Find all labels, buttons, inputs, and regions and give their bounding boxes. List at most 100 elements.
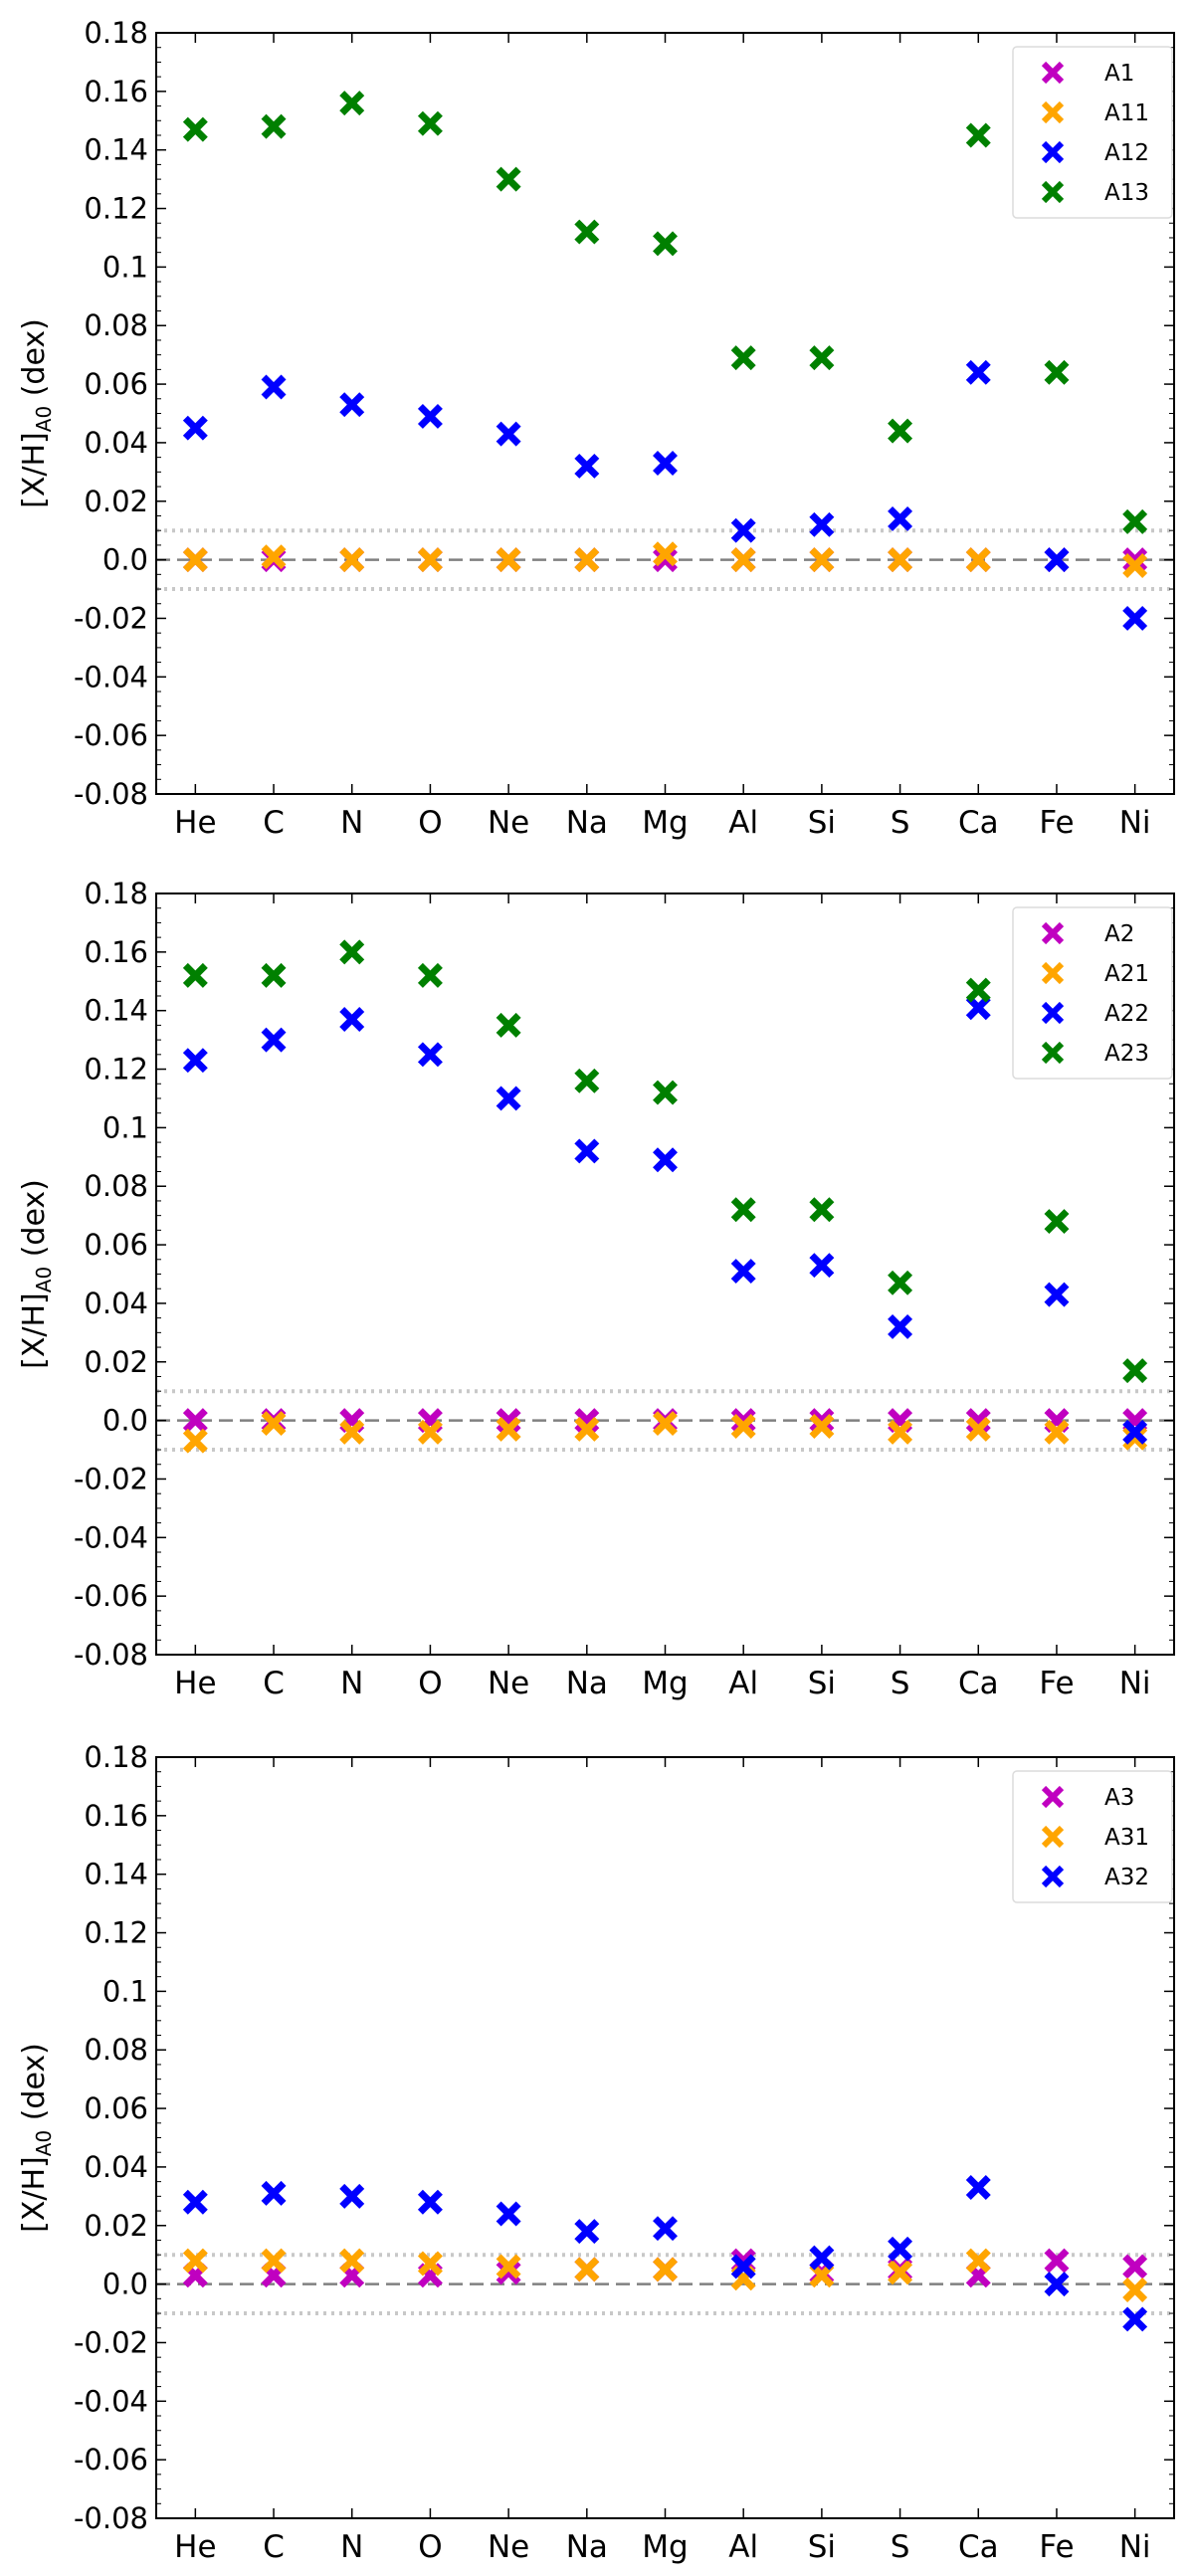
data-point-a23-ne (496, 1012, 521, 1038)
legend: A3 A31 A32 (1012, 1770, 1173, 1903)
x-tick-label-he: He (174, 1666, 216, 1701)
data-point-a21-na (574, 1416, 600, 1442)
series-a32 (182, 2175, 1148, 2332)
data-point-a13-s (888, 418, 913, 444)
data-point-a21-n (339, 1419, 365, 1445)
x-tick-label-fe: Fe (1039, 2529, 1074, 2565)
data-point-a31-he (182, 2248, 208, 2274)
data-point-a23-he (182, 962, 208, 988)
plot-frame (155, 892, 1175, 1656)
y-tick-label: 0.16 (84, 75, 148, 108)
data-point-a23-s (888, 1270, 913, 1295)
data-point-a22-na (574, 1138, 600, 1164)
legend-label-a11: A11 (1104, 100, 1149, 126)
data-point-a31-na (574, 2257, 600, 2282)
x-tick-label-c: C (263, 1666, 285, 1701)
data-point-a23-c (261, 962, 287, 988)
data-point-a11-si (809, 547, 835, 573)
series-a11 (182, 541, 1148, 578)
x-tick-label-ne: Ne (488, 1666, 529, 1701)
series-a13 (182, 91, 1148, 534)
legend-marker-a21 (1041, 961, 1065, 985)
data-point-a31-ne (496, 2254, 521, 2279)
chart-panel-3: 0.18 0.16 0.14 0.12 0.1 0.08 0.06 0.04 0.02 0.0 -0… (17, 1740, 1175, 2565)
x-tick-label-ne: Ne (488, 805, 529, 841)
legend-marker-a1 (1041, 61, 1065, 85)
legend-box (1012, 46, 1173, 219)
data-point-a32-si (809, 2245, 835, 2271)
data-point-a31-mg (653, 2257, 678, 2282)
x-tick-label-mg: Mg (642, 805, 688, 841)
data-point-a13-ne (496, 166, 521, 192)
y-tick-label: -0.02 (74, 1462, 148, 1495)
data-point-a11-ni (1122, 553, 1148, 578)
data-point-a13-c (261, 113, 287, 139)
data-point-a13-o (417, 110, 443, 136)
legend-label-a2: A2 (1104, 921, 1134, 947)
x-tick-label-na: Na (566, 2529, 608, 2565)
data-point-a32-al (730, 2254, 756, 2279)
legend-marker-a32 (1041, 1865, 1065, 1888)
x-tick-label-na: Na (566, 1666, 608, 1701)
data-point-a13-al (730, 345, 756, 371)
legend-marker-a11 (1041, 100, 1065, 124)
data-point-a13-si (809, 345, 835, 371)
data-point-a31-o (417, 2251, 443, 2277)
y-tick-label: 0.18 (84, 1740, 148, 1774)
data-point-a22-c (261, 1027, 287, 1053)
x-tick-label-n: N (340, 1666, 363, 1701)
data-point-a21-s (888, 1419, 913, 1445)
legend-label-a31: A31 (1104, 1825, 1149, 1851)
x-tick-label-mg: Mg (642, 2529, 688, 2565)
x-tick-label-si: Si (808, 805, 836, 841)
legend-marker-a22 (1041, 1001, 1065, 1025)
data-point-a13-ni (1122, 508, 1148, 534)
y-tick-label: -0.06 (74, 1579, 148, 1613)
y-tick-label: -0.08 (74, 1638, 148, 1672)
chart-panel-2: 0.18 0.16 0.14 0.12 0.1 0.08 0.06 0.04 0.02 0.0 -0… (17, 877, 1175, 1701)
data-point-a3-ne (496, 2260, 521, 2285)
data-point-a22-ni (1122, 1419, 1148, 1445)
x-tick-label-c: C (263, 2529, 285, 2565)
data-point-a21-ne (496, 1416, 521, 1442)
legend-marker-a3 (1041, 1785, 1065, 1809)
data-point-a3-ni (1122, 2254, 1148, 2279)
data-point-a12-he (182, 415, 208, 441)
y-tick-label: 0.1 (102, 1974, 148, 2008)
data-point-a11-o (417, 547, 443, 573)
y-tick-label: 0.08 (84, 308, 148, 342)
x-tick-label-s: S (891, 2529, 910, 2565)
legend-label-a22: A22 (1104, 1001, 1149, 1027)
legend: A1 A11 A12 A13 (1012, 46, 1173, 219)
data-point-a12-o (417, 403, 443, 429)
data-point-a11-na (574, 547, 600, 573)
y-tick-label: 0.02 (84, 2209, 148, 2243)
x-tick-label-o: O (418, 2529, 442, 2565)
legend-label-a23: A23 (1104, 1041, 1149, 1067)
data-point-a12-al (730, 517, 756, 543)
legend-label-a1: A1 (1104, 61, 1134, 87)
y-tick-label: 0.14 (84, 994, 148, 1028)
y-tick-label: 0.06 (84, 2091, 148, 2125)
data-point-a13-n (339, 91, 365, 116)
plot-frame (155, 1756, 1175, 2519)
data-point-a23-n (339, 939, 365, 965)
y-tick-label: -0.04 (74, 2384, 148, 2418)
y-tick-label: 0.14 (84, 133, 148, 167)
y-tick-label: -0.08 (74, 777, 148, 811)
data-point-a23-ca (965, 977, 991, 1003)
y-tick-label: 0.16 (84, 935, 148, 969)
x-tick-label-ni: Ni (1119, 805, 1151, 841)
data-point-a12-s (888, 505, 913, 531)
x-tick-label-si: Si (808, 2529, 836, 2565)
data-point-a12-n (339, 392, 365, 418)
legend-box (1012, 906, 1173, 1080)
data-point-a21-ni (1122, 1425, 1148, 1451)
legend-label-a13: A13 (1104, 180, 1149, 206)
data-point-a32-n (339, 2183, 365, 2209)
data-point-a21-al (730, 1414, 756, 1439)
data-point-a12-si (809, 511, 835, 537)
data-point-a23-mg (653, 1080, 678, 1105)
data-point-a12-ca (965, 359, 991, 385)
data-point-a12-ne (496, 421, 521, 447)
